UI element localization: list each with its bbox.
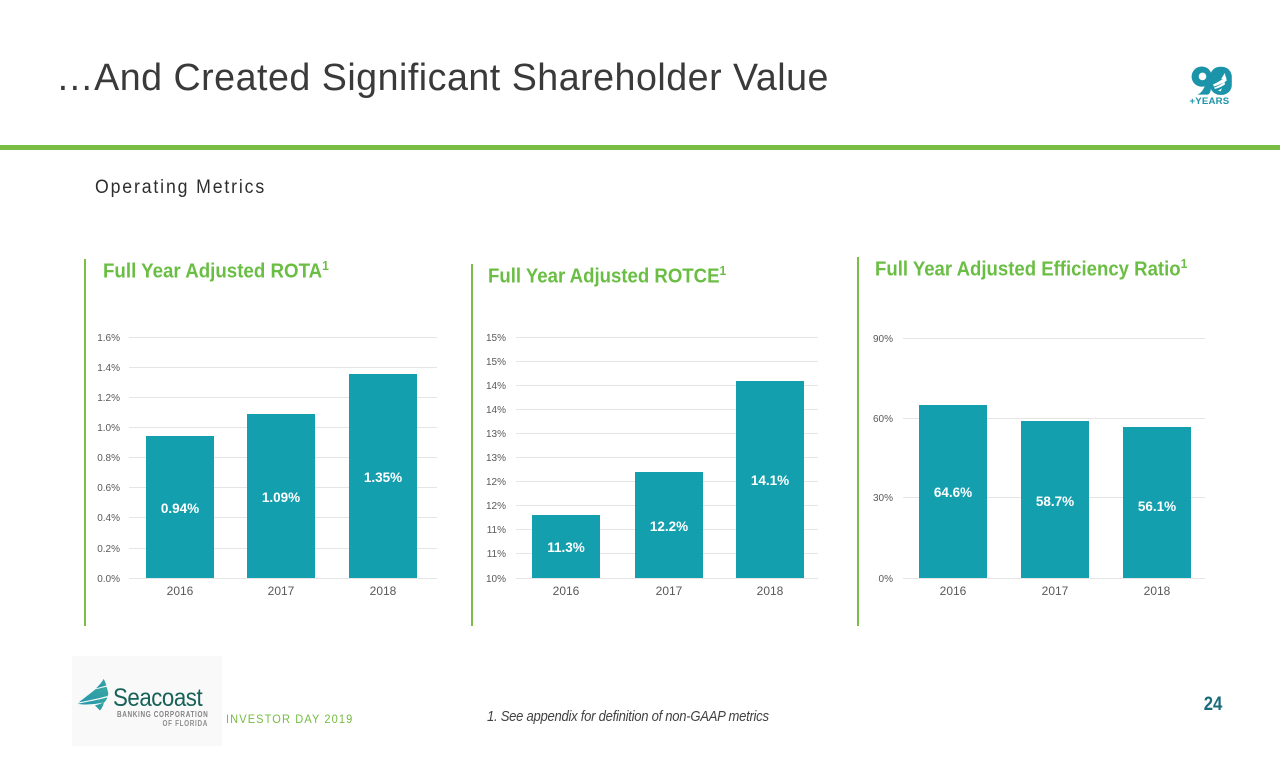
svg-text:+YEARS: +YEARS <box>1190 96 1230 107</box>
